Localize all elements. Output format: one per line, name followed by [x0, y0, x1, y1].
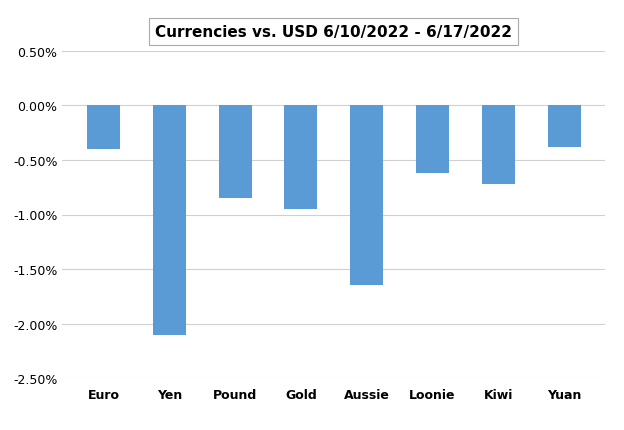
- Bar: [87, 106, 120, 150]
- Bar: [153, 106, 186, 335]
- Bar: [548, 106, 580, 147]
- Bar: [285, 106, 318, 209]
- Bar: [350, 106, 383, 286]
- Bar: [218, 106, 251, 199]
- Bar: [416, 106, 449, 174]
- Title: Currencies vs. USD 6/10/2022 - 6/17/2022: Currencies vs. USD 6/10/2022 - 6/17/2022: [155, 25, 512, 40]
- Bar: [482, 106, 515, 184]
